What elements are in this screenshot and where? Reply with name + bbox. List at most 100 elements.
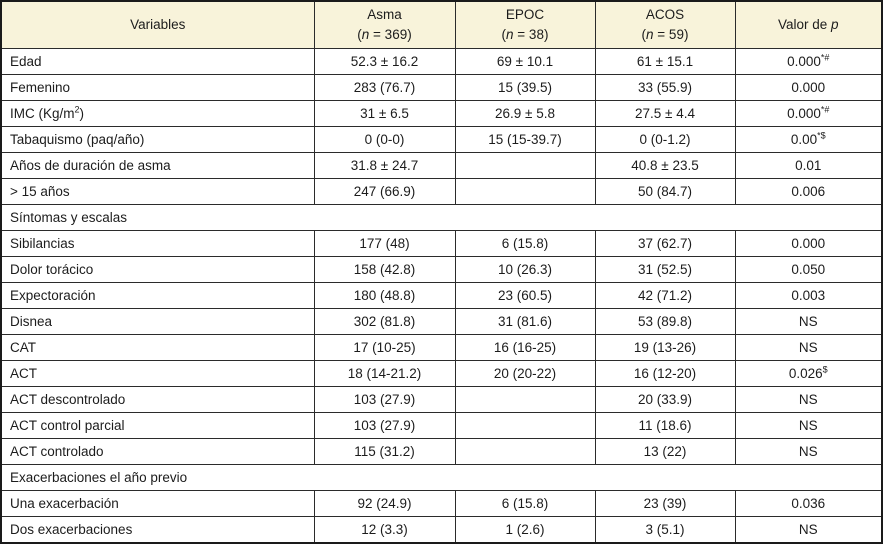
section-row: Síntomas y escalas xyxy=(0,204,883,231)
table-row: ACT controlado 115 (31.2) 13 (22) NS xyxy=(0,438,883,465)
section-row: Exacerbaciones el año previo xyxy=(0,464,883,491)
table-row: Años de duración de asma 31.8 ± 24.7 40.8 … xyxy=(0,152,883,179)
table-row: Dos exacerbaciones 12 (3.3) 1 (2.6) 3 (5.1)… xyxy=(0,516,883,544)
value-cell: 50 (84.7) xyxy=(594,178,736,205)
table-row: Una exacerbación 92 (24.9) 6 (15.8) 23 (39)… xyxy=(0,490,883,517)
value-cell xyxy=(454,386,596,413)
table-row: Tabaquismo (paq/año) 0 (0-0) 15 (15-39.7) 0… xyxy=(0,126,883,153)
value-cell xyxy=(454,152,596,179)
p-value-cell: 0.036 xyxy=(734,490,883,517)
column-header-acos: ACOS (n = 59) xyxy=(594,0,736,49)
value-cell: 247 (66.9) xyxy=(313,178,456,205)
table-row: Dolor torácico 158 (42.8) 10 (26.3) 31 (52.… xyxy=(0,256,883,283)
header-row: Variables Asma (n = 369) EPOC (n = 38) ACOS (n… xyxy=(0,0,883,49)
value-cell: 10 (26.3) xyxy=(454,256,596,283)
row-label-cell: ACT xyxy=(0,360,315,387)
value-cell: 27.5 ± 4.4 xyxy=(594,100,736,127)
value-cell: 17 (10-25) xyxy=(313,334,456,361)
table-body: Edad 52.3 ± 16.2 69 ± 10.1 61 ± 15.1 0.000*#… xyxy=(0,48,883,544)
row-label-cell: Una exacerbación xyxy=(0,490,315,517)
column-header-p-value: Valor de p xyxy=(734,0,883,49)
value-cell: 18 (14-21.2) xyxy=(313,360,456,387)
row-label-cell: Femenino xyxy=(0,74,315,101)
section-label-cell: Exacerbaciones el año previo xyxy=(0,464,883,491)
table-row: ACT descontrolado 103 (27.9) 20 (33.9) NS xyxy=(0,386,883,413)
value-cell xyxy=(454,412,596,439)
value-cell: 0 (0-1.2) xyxy=(594,126,736,153)
value-cell: 69 ± 10.1 xyxy=(454,48,596,75)
p-value-cell: 0.000*# xyxy=(734,48,883,75)
table-row: ACT control parcial 103 (27.9) 11 (18.6) NS xyxy=(0,412,883,439)
row-label-cell: IMC (Kg/m2) xyxy=(0,100,315,127)
section-label-cell: Síntomas y escalas xyxy=(0,204,883,231)
value-cell: 3 (5.1) xyxy=(594,516,736,544)
p-value-cell: NS xyxy=(734,412,883,439)
table-row: Edad 52.3 ± 16.2 69 ± 10.1 61 ± 15.1 0.000*# xyxy=(0,48,883,75)
value-cell: 158 (42.8) xyxy=(313,256,456,283)
p-value-cell: NS xyxy=(734,438,883,465)
value-cell: 180 (48.8) xyxy=(313,282,456,309)
value-cell: 6 (15.8) xyxy=(454,230,596,257)
table-row: Disnea 302 (81.8) 31 (81.6) 53 (89.8) NS xyxy=(0,308,883,335)
value-cell: 15 (39.5) xyxy=(454,74,596,101)
value-cell: 283 (76.7) xyxy=(313,74,456,101)
column-header-epoc: EPOC (n = 38) xyxy=(454,0,596,49)
table-row: > 15 años 247 (66.9) 50 (84.7) 0.006 xyxy=(0,178,883,205)
value-cell: 31 ± 6.5 xyxy=(313,100,456,127)
row-label-cell: > 15 años xyxy=(0,178,315,205)
table-header: Variables Asma (n = 369) EPOC (n = 38) ACOS (n… xyxy=(0,0,883,49)
value-cell xyxy=(454,438,596,465)
row-label-cell: Dolor torácico xyxy=(0,256,315,283)
row-label-cell: Expectoración xyxy=(0,282,315,309)
p-value-cell: 0.01 xyxy=(734,152,883,179)
value-cell: 53 (89.8) xyxy=(594,308,736,335)
value-cell: 103 (27.9) xyxy=(313,386,456,413)
p-value-cell: 0.000 xyxy=(734,74,883,101)
value-cell: 13 (22) xyxy=(594,438,736,465)
row-label-cell: ACT descontrolado xyxy=(0,386,315,413)
value-cell: 20 (33.9) xyxy=(594,386,736,413)
value-cell xyxy=(454,178,596,205)
value-cell: 31.8 ± 24.7 xyxy=(313,152,456,179)
value-cell: 42 (71.2) xyxy=(594,282,736,309)
p-value-cell: 0.006 xyxy=(734,178,883,205)
value-cell: 92 (24.9) xyxy=(313,490,456,517)
row-label-cell: CAT xyxy=(0,334,315,361)
p-value-cell: 0.026$ xyxy=(734,360,883,387)
p-value-cell: NS xyxy=(734,308,883,335)
value-cell: 15 (15-39.7) xyxy=(454,126,596,153)
table-row: Femenino 283 (76.7) 15 (39.5) 33 (55.9) 0.00… xyxy=(0,74,883,101)
p-value-cell: NS xyxy=(734,386,883,413)
p-value-cell: 0.003 xyxy=(734,282,883,309)
p-value-cell: NS xyxy=(734,516,883,544)
value-cell: 37 (62.7) xyxy=(594,230,736,257)
value-cell: 33 (55.9) xyxy=(594,74,736,101)
value-cell: 6 (15.8) xyxy=(454,490,596,517)
row-label-cell: Edad xyxy=(0,48,315,75)
value-cell: 31 (81.6) xyxy=(454,308,596,335)
value-cell: 61 ± 15.1 xyxy=(594,48,736,75)
value-cell: 11 (18.6) xyxy=(594,412,736,439)
row-label-cell: ACT controlado xyxy=(0,438,315,465)
value-cell: 40.8 ± 23.5 xyxy=(594,152,736,179)
value-cell: 0 (0-0) xyxy=(313,126,456,153)
value-cell: 52.3 ± 16.2 xyxy=(313,48,456,75)
table-row: IMC (Kg/m2) 31 ± 6.5 26.9 ± 5.8 27.5 ± 4.4 0… xyxy=(0,100,883,127)
p-value-cell: 0.050 xyxy=(734,256,883,283)
row-label-cell: Dos exacerbaciones xyxy=(0,516,315,544)
value-cell: 16 (16-25) xyxy=(454,334,596,361)
p-value-cell: 0.000*# xyxy=(734,100,883,127)
value-cell: 23 (39) xyxy=(594,490,736,517)
value-cell: 177 (48) xyxy=(313,230,456,257)
row-label-cell: Tabaquismo (paq/año) xyxy=(0,126,315,153)
value-cell: 302 (81.8) xyxy=(313,308,456,335)
column-header-variables: Variables xyxy=(0,0,315,49)
value-cell: 19 (13-26) xyxy=(594,334,736,361)
table-row: Sibilancias 177 (48) 6 (15.8) 37 (62.7) 0.00… xyxy=(0,230,883,257)
value-cell: 103 (27.9) xyxy=(313,412,456,439)
row-label-cell: ACT control parcial xyxy=(0,412,315,439)
row-label-cell: Sibilancias xyxy=(0,230,315,257)
p-value-cell: 0.000 xyxy=(734,230,883,257)
value-cell: 1 (2.6) xyxy=(454,516,596,544)
